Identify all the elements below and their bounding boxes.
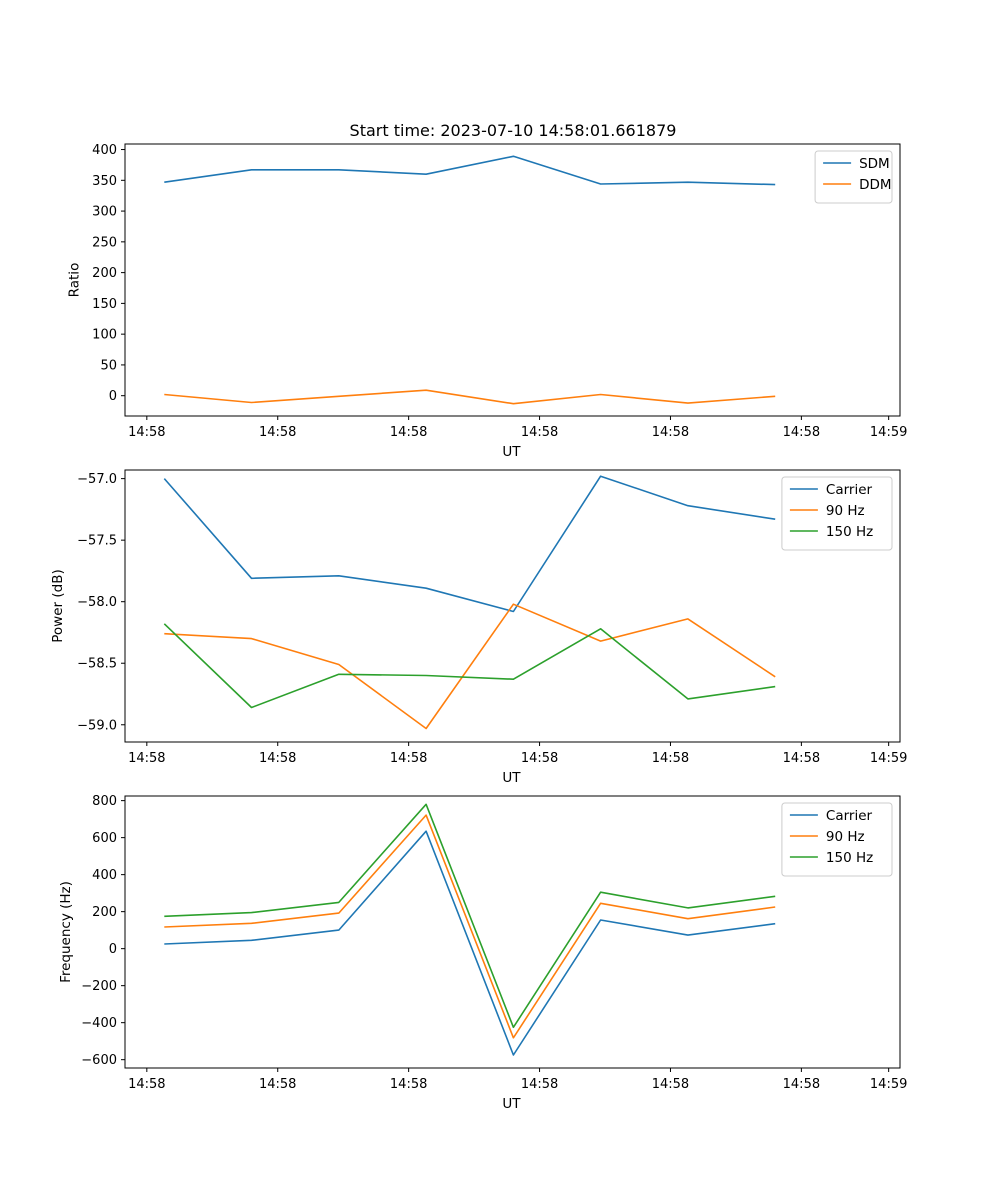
x-tick-label: 14:58 [652,425,689,440]
y-tick-label: −58.0 [77,595,117,610]
legend-box [814,150,893,204]
plot-3: 14:58 14:58 14:58 14:58 14:58 14:58 14:59 800 60… [58,794,907,1112]
y-tick-label: −600 [81,1053,117,1068]
y-tick-label: 400 [92,143,117,158]
x-tick-label: 14:58 [652,1077,689,1092]
legend-label: 150 Hz [826,850,873,866]
x-tick-label: 14:59 [870,1077,907,1092]
x-tick-label: 14:58 [259,425,296,440]
y-axis-label: Ratio [66,263,82,298]
x-tick-label: 14:58 [390,1077,427,1092]
x-tick-label: 14:58 [259,1077,296,1092]
y-tick-label: −200 [81,979,117,994]
y-tick-label: 200 [92,266,117,281]
series-line-sdm [164,155,776,186]
series-line-ddm [164,389,776,405]
y-tick-label: −58.5 [77,657,117,672]
x-tick-label: 14:58 [521,425,558,440]
legend-label: SDM [859,156,890,172]
y-tick-label: 150 [92,297,117,312]
y-axis-label: Power (dB) [50,569,66,642]
y-tick-label: 600 [92,831,117,846]
x-tick-label: 14:58 [128,1077,165,1092]
figure-title: Start time: 2023-07-10 14:58:01.661879 [350,121,677,140]
axes-frame [124,469,901,743]
y-tick-label: 400 [92,868,117,883]
y-tick-label: 50 [100,358,117,373]
legend-label: 90 Hz [826,503,865,519]
series-line-90-hz [164,814,776,1039]
x-tick-label: 14:58 [390,751,427,766]
legend: Carrier 90 Hz 150 Hz [781,802,893,877]
axes-frame [124,143,901,417]
legend: Carrier 90 Hz 150 Hz [781,476,893,551]
x-tick-label: 14:58 [128,425,165,440]
plot-1: 14:58 14:58 14:58 14:58 14:58 14:58 14:59 400 35… [66,143,907,460]
x-tick-label: 14:58 [783,1077,820,1092]
y-tick-label: 200 [92,905,117,920]
legend-label: DDM [859,177,891,193]
series-line-150-hz [164,803,776,1029]
axes-frame [124,795,901,1069]
y-tick-label: 350 [92,174,117,189]
y-tick-label: 100 [92,328,117,343]
y-tick-label: 300 [92,205,117,220]
series-line-90-hz [164,603,776,730]
y-tick-label: −57.0 [77,472,117,487]
x-tick-label: 14:58 [128,751,165,766]
y-tick-label: 250 [92,235,117,250]
x-tick-label: 14:58 [783,425,820,440]
y-axis-label: Frequency (Hz) [58,881,74,983]
series-line-150-hz [163,623,776,709]
plots: 14:58 14:58 14:58 14:58 14:58 14:58 14:59 400 35… [50,143,907,1112]
x-tick-label: 14:58 [652,751,689,766]
y-tick-label: −57.5 [77,534,117,549]
x-tick-label: 14:58 [521,1077,558,1092]
x-axis-label: UT [502,444,521,460]
x-axis-label: UT [502,1096,521,1112]
y-tick-label: 0 [109,942,117,957]
legend-label: 90 Hz [826,829,865,845]
x-tick-label: 14:58 [390,425,427,440]
legend-label: 150 Hz [826,524,873,540]
plot-2: 14:58 14:58 14:58 14:58 14:58 14:58 14:59 −57.0… [50,469,907,786]
legend: SDM DDM [814,150,893,204]
y-tick-label: 0 [109,389,117,404]
series-line-carrier [163,475,776,613]
x-tick-label: 14:59 [870,751,907,766]
series-line-carrier [164,830,776,1056]
x-axis-label: UT [502,770,521,786]
legend-label: Carrier [826,808,873,824]
x-tick-label: 14:58 [259,751,296,766]
x-tick-label: 14:58 [521,751,558,766]
x-tick-label: 14:58 [783,751,820,766]
legend-label: Carrier [826,482,873,498]
y-tick-label: −400 [81,1016,117,1031]
x-tick-label: 14:59 [870,425,907,440]
y-tick-label: −59.0 [77,718,117,733]
y-tick-label: 800 [92,794,117,809]
